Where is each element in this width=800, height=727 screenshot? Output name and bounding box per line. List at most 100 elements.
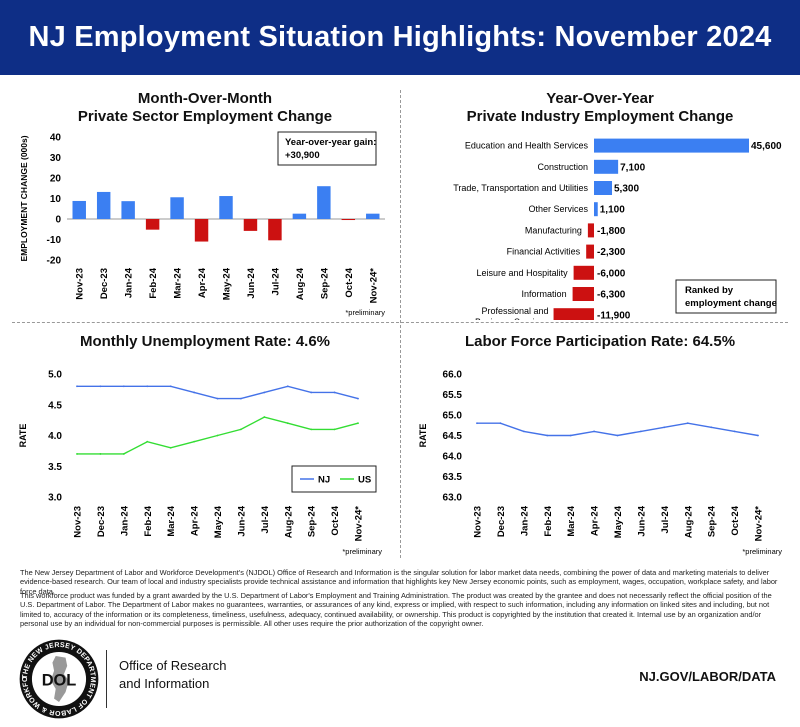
unemp-xtick-1: Dec-23 <box>96 506 107 537</box>
lfpr-point-0-5 <box>593 430 595 433</box>
lfpr-xtick-7: Jun-24 <box>636 505 647 536</box>
lfpr-xtick-11: Oct-24 <box>730 505 741 535</box>
unemp-point-0-6 <box>216 397 219 400</box>
mom-bar-chart: -20 -10 0 10 20 30 40 Nov-23 Dec-23 Jan-24 Feb-24 M… <box>19 131 385 317</box>
unemp-point-1-12 <box>357 422 359 425</box>
mom-bar-0 <box>72 200 86 219</box>
unemp-point-1-2 <box>122 453 125 455</box>
yoy-category-label-7: Information <box>522 289 567 299</box>
unemp-ytick-4: 5.0 <box>48 370 62 381</box>
footer-paragraph-2: This workforce product was funded by a g… <box>20 591 772 628</box>
mom-ytick-4: 20 <box>50 174 62 185</box>
mom-bar-12 <box>366 213 380 219</box>
mom-xtick-2: Jan-24 <box>124 267 135 298</box>
unemp-legend-label-us: US <box>358 475 371 486</box>
yoy-bar-6 <box>573 265 594 280</box>
mom-xtick-6: May-24 <box>222 267 233 300</box>
yoy-value-label-5: -2,300 <box>597 247 626 258</box>
lfpr-point-0-0 <box>476 422 478 425</box>
unemp-legend-label-nj: NJ <box>318 475 330 486</box>
yoy-bar-0 <box>594 138 749 153</box>
yoy-category-label-8-b: Business Services <box>475 317 549 320</box>
mom-xtick-8: Jul-24 <box>270 267 281 295</box>
lfpr-xtick-5: Apr-24 <box>590 505 601 536</box>
yoy-bar-1 <box>594 159 619 174</box>
unemp-xtick-0: Nov-23 <box>73 506 84 538</box>
lfpr-ytick-0: 63.0 <box>443 493 463 504</box>
unemp-ytick-1: 3.5 <box>48 462 62 473</box>
unemp-xtick-10: Sep-24 <box>307 505 318 537</box>
unemp-point-0-12 <box>357 397 359 400</box>
mom-ytick-6: 40 <box>50 133 62 144</box>
unemp-xtick-7: Jun-24 <box>236 505 247 536</box>
yoy-bar-chart: 45,600 Education and Health Services 7,100… <box>453 138 782 320</box>
unemp-line-chart: 3.0 3.5 4.0 4.5 5.0 RATE Nov-23 Dec-23 Jan-24 Feb… <box>18 370 382 557</box>
unemp-point-1-6 <box>216 434 219 437</box>
yoy-bar-2 <box>594 181 613 195</box>
mom-xtick-11: Oct-24 <box>344 267 355 297</box>
unemp-xtick-8: Jul-24 <box>260 505 271 533</box>
unemp-point-1-10 <box>310 428 313 431</box>
unemp-point-0-2 <box>122 385 125 388</box>
unemp-ylabel: RATE <box>18 424 28 448</box>
unemp-xtick-5: Apr-24 <box>190 505 201 536</box>
page-title: NJ Employment Situation Highlights: Nove… <box>28 21 772 53</box>
footer-paragraph-1: The New Jersey Department of Labor and W… <box>20 568 778 596</box>
yoy-bar-4 <box>587 223 594 238</box>
yoy-category-label-3: Other Services <box>528 204 588 214</box>
unemp-ytick-2: 4.0 <box>48 431 62 442</box>
mom-bar-8 <box>268 219 282 241</box>
unemp-point-0-5 <box>193 391 195 394</box>
logo-separator <box>106 650 107 708</box>
yoy-title-line2: Private Industry Employment Change <box>466 108 734 125</box>
unemp-point-0-9 <box>286 385 289 388</box>
lfpr-ytick-3: 64.5 <box>443 431 463 442</box>
yoy-title-line1: Year-Over-Year <box>546 90 654 107</box>
mom-bar-7 <box>243 219 258 231</box>
mom-xtick-4: Mar-24 <box>173 267 184 298</box>
yoy-bar-8 <box>553 308 594 320</box>
lfpr-xtick-1: Dec-23 <box>496 506 507 537</box>
lfpr-point-0-9 <box>686 422 689 425</box>
lfpr-ytick-2: 64.0 <box>443 452 463 463</box>
yoy-category-label-0: Education and Health Services <box>465 141 589 151</box>
lfpr-point-0-7 <box>640 430 642 433</box>
unemp-point-1-0 <box>76 453 78 455</box>
lfpr-point-0-10 <box>710 426 713 429</box>
mom-note: *preliminary <box>345 308 385 317</box>
mom-annotation-line1: Year-over-year gain: <box>285 137 376 148</box>
unemp-point-1-11 <box>333 428 336 431</box>
lfpr-xtick-10: Sep-24 <box>707 505 718 537</box>
mom-bar-2 <box>121 201 135 219</box>
yoy-legend-line1: Ranked by <box>685 285 734 296</box>
mom-xtick-5: Apr-24 <box>197 267 208 298</box>
mom-xtick-7: Jun-24 <box>246 267 257 298</box>
lfpr-xtick-0: Nov-23 <box>473 506 484 538</box>
org-name-line2: and Information <box>119 676 210 691</box>
lfpr-note: *preliminary <box>742 547 782 556</box>
lfpr-point-0-8 <box>663 426 666 429</box>
unemp-chart-title: Monthly Unemployment Rate: 4.6% <box>20 333 390 351</box>
page-header: NJ Employment Situation Highlights: Nove… <box>0 0 800 75</box>
lfpr-chart-title: Labor Force Participation Rate: 64.5% <box>410 333 790 351</box>
lfpr-ytick-5: 65.5 <box>443 390 463 401</box>
mom-chart-title: Month-Over-Month Private Sector Employme… <box>20 90 390 126</box>
mom-bar-6 <box>219 196 233 219</box>
unemp-point-1-4 <box>169 446 172 449</box>
mom-ylabel: EMPLOYMENT CHANGE (000s) <box>19 135 29 261</box>
unemp-xtick-12: Nov-24* <box>354 506 365 542</box>
mom-bar-1 <box>96 191 111 219</box>
logo-text: DOL <box>42 672 77 690</box>
unemp-point-0-3 <box>146 385 149 388</box>
unemp-xtick-11: Oct-24 <box>330 505 341 535</box>
yoy-bar-7 <box>572 287 594 301</box>
unemp-point-0-0 <box>76 385 78 388</box>
site-url: NJ.GOV/LABOR/DATA <box>639 669 776 684</box>
yoy-category-label-4: Manufacturing <box>525 225 582 235</box>
lfpr-line-chart: 63.0 63.5 64.0 64.5 65.0 65.5 66.0 RATE Nov-23 De… <box>418 370 782 557</box>
mom-xtick-12: Nov-24* <box>368 268 379 304</box>
yoy-category-label-2: Trade, Transportation and Utilities <box>453 183 588 193</box>
lfpr-series-line-0 <box>477 422 759 437</box>
mom-ytick-2: 0 <box>55 215 61 226</box>
mom-xtick-3: Feb-24 <box>148 267 159 298</box>
